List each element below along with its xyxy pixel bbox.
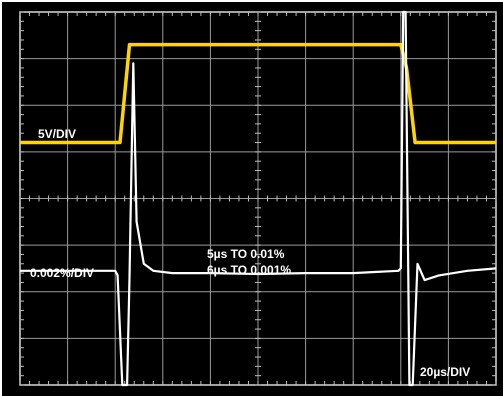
channel2-scale-label: 0.002%/DIV xyxy=(30,266,94,280)
timebase-label: 20µs/DIV xyxy=(420,365,470,379)
settling-trace xyxy=(20,10,497,387)
channel1-scale-label: 5V/DIV xyxy=(38,127,76,141)
graticule-grid xyxy=(19,11,497,386)
settling-annotation-2: 6µs TO 0.001% xyxy=(207,263,291,277)
pulse-trace xyxy=(20,42,496,145)
waveform-traces xyxy=(20,10,497,387)
settling-annotation-1: 5µs TO 0.01% xyxy=(207,247,285,261)
